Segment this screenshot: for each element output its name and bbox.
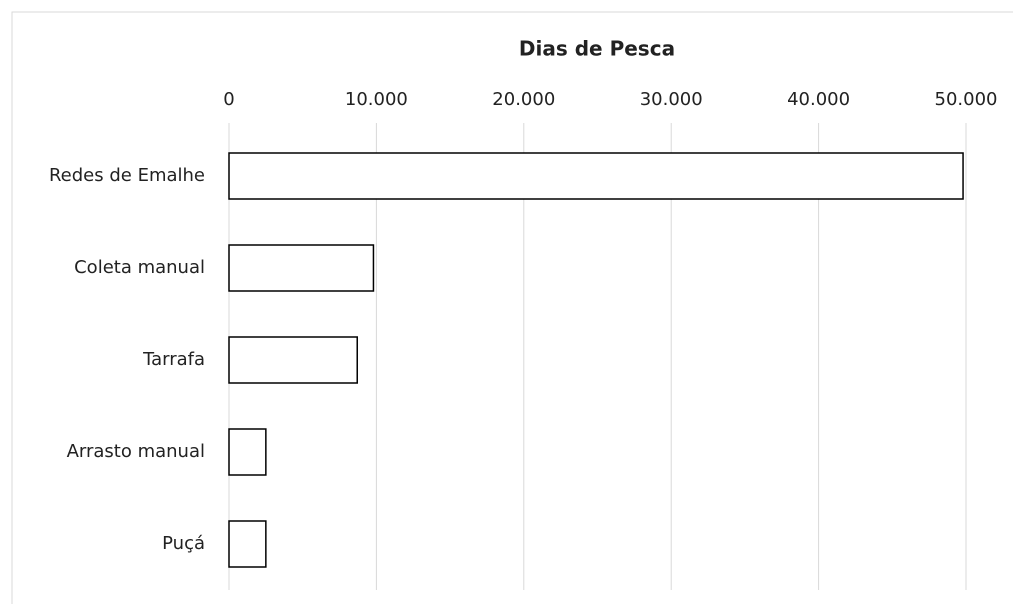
bar [228,244,375,292]
chart-border [11,11,1013,604]
x-tick-label: 20.000 [492,89,555,110]
x-tick-label: 10.000 [345,89,408,110]
bar [228,428,267,476]
chart-title: Dias de Pesca [519,37,675,61]
y-tick-label: Arrasto manual [67,441,205,462]
bar [228,152,964,200]
x-tick-label: 40.000 [787,89,850,110]
y-tick-label: Puçá [162,533,205,554]
y-tick-label: Coleta manual [74,257,205,278]
bar [228,520,267,568]
bar [228,336,358,384]
x-tick-label: 30.000 [640,89,703,110]
x-tick-label: 50.000 [935,89,998,110]
y-tick-label: Redes de Emalhe [49,165,205,186]
y-tick-label: Tarrafa [142,349,205,370]
x-tick-label: 0 [223,89,234,110]
